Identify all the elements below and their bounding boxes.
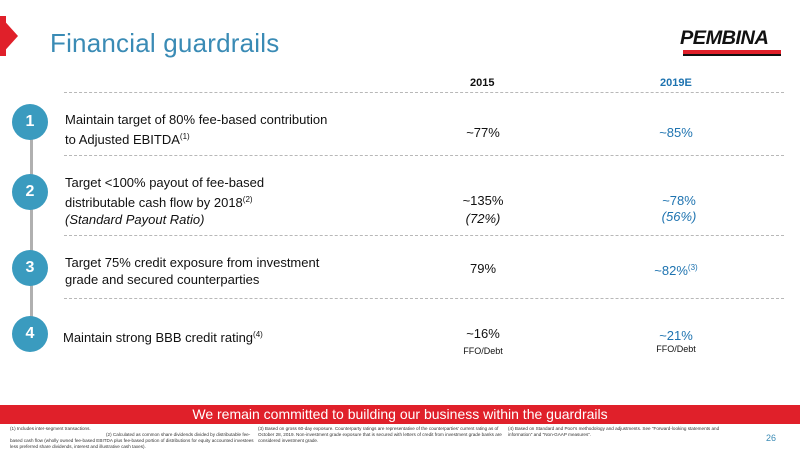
page-number: 26 — [766, 433, 777, 443]
row-2-line1: Target <100% payout of fee-based — [65, 175, 265, 190]
commitment-banner: We remain committed to building our busi… — [0, 405, 800, 424]
step-circle-4: 4 — [12, 316, 48, 352]
logo-wordmark: PEMBINA — [680, 28, 769, 49]
footnote-2: (2) Calculated as common share dividends… — [10, 432, 254, 449]
row-4-line1: Maintain strong BBB credit rating — [63, 330, 254, 345]
logo-black-bar — [683, 54, 781, 56]
row-1-text: Maintain target of 80% fee-based contrib… — [65, 111, 327, 148]
divider — [64, 298, 784, 299]
row-4-footnote-ref: (4) — [253, 330, 263, 339]
footnote-3: (3) Based on gross 60-day exposure. Coun… — [258, 426, 502, 443]
row-1-line2-wrap: to Adjusted EBITDA(1) — [65, 128, 327, 148]
footnote-4: (4) Based on Standard and Poor's methodo… — [508, 426, 720, 437]
row-2-subvalue-2015: (72%) — [465, 211, 501, 226]
row-1-value-2019e: ~85% — [659, 125, 693, 140]
step-circle-1: 1 — [12, 104, 48, 140]
logo-red-bar — [683, 50, 781, 54]
row-3-value-2015: 79% — [469, 261, 497, 276]
row-2-text: Target <100% payout of fee-based distrib… — [65, 174, 264, 228]
divider — [64, 235, 784, 236]
step-circle-3: 3 — [12, 250, 48, 286]
row-2-value-2019e: ~78% — [662, 193, 696, 208]
row-4-line1-wrap: Maintain strong BBB credit rating(4) — [63, 326, 263, 346]
column-header-2015: 2015 — [470, 77, 495, 89]
accent-tab — [0, 16, 18, 56]
row-4-value-2019e: ~21% — [659, 328, 693, 343]
row-1-value-2015: ~77% — [466, 125, 500, 140]
row-2-footnote-ref: (2) — [242, 195, 253, 204]
row-3-value-2019e-wrap: ~82%(3) — [631, 263, 721, 278]
page-title: Financial guardrails — [50, 28, 280, 58]
divider — [64, 92, 784, 93]
row-3-line2: grade and secured counterparties — [65, 272, 260, 287]
row-3-text: Target 75% credit exposure from investme… — [65, 254, 319, 288]
column-header-2019e: 2019E — [660, 77, 692, 89]
pembina-logo: PEMBINA — [680, 28, 784, 56]
row-3-footnote-ref: (3) — [687, 263, 698, 272]
row-3-value-2019e: ~82% — [654, 263, 688, 278]
row-2-value-2015: ~135% — [462, 193, 504, 208]
timeline-line — [30, 120, 33, 335]
row-1-line2: to Adjusted EBITDA — [65, 132, 180, 147]
row-2-line2: distributable cash flow by 2018 — [65, 195, 243, 210]
row-1-line1: Maintain target of 80% fee-based contrib… — [65, 112, 328, 127]
row-2-line2-wrap: distributable cash flow by 2018(2) — [65, 191, 264, 211]
row-4-value-2015: ~16% — [466, 326, 500, 341]
row-4-subvalue-2019e: FFO/Debt — [656, 344, 696, 354]
row-1-footnote-ref: (1) — [179, 132, 190, 141]
footnote-1: (1) Includes inter-segment transactions. — [10, 426, 91, 431]
row-4-text: Maintain strong BBB credit rating(4) — [63, 326, 263, 346]
row-2-line3: (Standard Payout Ratio) — [65, 212, 205, 227]
row-3-line1: Target 75% credit exposure from investme… — [65, 255, 320, 270]
row-2-subvalue-2019e: (56%) — [661, 209, 697, 224]
divider — [64, 155, 784, 156]
step-circle-2: 2 — [12, 174, 48, 210]
row-4-subvalue-2015: FFO/Debt — [463, 346, 503, 356]
